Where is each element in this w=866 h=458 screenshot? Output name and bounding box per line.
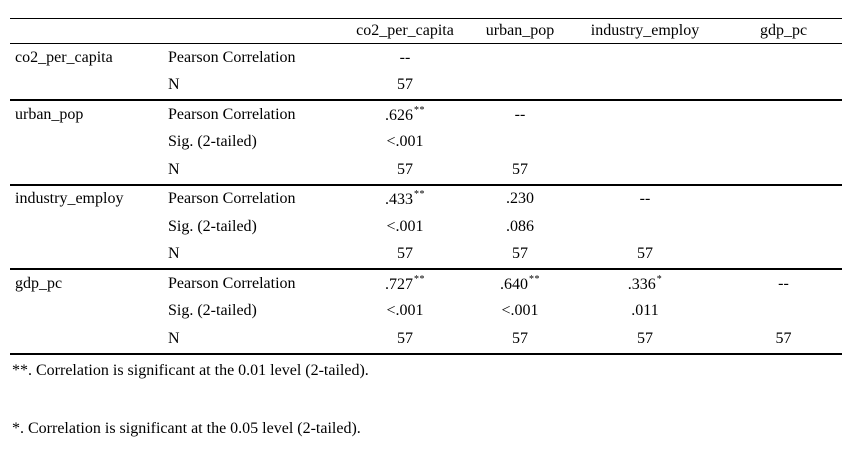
statistic-label: Sig. (2-tailed) xyxy=(168,217,257,235)
table-row: N 57 57 57 xyxy=(10,241,842,269)
variable-block: gdp_pc Pearson Correlation .727** .640** .33… xyxy=(10,268,842,353)
value-cell: 57 xyxy=(565,246,725,262)
table-row: N 57 xyxy=(10,72,842,100)
cell-value: .640 xyxy=(500,275,528,293)
value-cell: <.001 xyxy=(335,134,475,150)
table-row: Sig. (2-tailed) <.001 <.001 .011 xyxy=(10,298,842,326)
significance-stars: ** xyxy=(529,273,540,285)
column-header: industry_employ xyxy=(590,22,700,39)
value-cell: .626** xyxy=(335,104,475,124)
value-cell: -- xyxy=(725,274,842,292)
variable-block: co2_per_capita Pearson Correlation -- N 57 xyxy=(10,44,842,99)
statistic-label: Pearson Correlation xyxy=(168,190,296,208)
value-cell: 57 xyxy=(475,160,565,178)
variable-name: gdp_pc xyxy=(15,274,63,292)
cell-value: <.001 xyxy=(501,302,539,320)
table-row: N 57 57 xyxy=(10,156,842,184)
variable-name: urban_pop xyxy=(15,105,84,123)
table-row: urban_pop Pearson Correlation .626** -- xyxy=(10,101,842,129)
footnote: **. Correlation is significant at the 0.… xyxy=(12,362,369,379)
cell-value: 57 xyxy=(397,329,413,347)
value-cell: .086 xyxy=(475,217,565,235)
table-row: co2_per_capita Pearson Correlation -- xyxy=(10,44,842,72)
cell-value: 57 xyxy=(512,329,528,347)
statistic-label: Pearson Correlation xyxy=(168,105,296,123)
cell-value: -- xyxy=(399,48,411,66)
statistic-label: Sig. (2-tailed) xyxy=(168,133,257,151)
variable-block: urban_pop Pearson Correlation .626** -- Sig.… xyxy=(10,99,842,184)
value-cell: 57 xyxy=(335,329,475,347)
table-row: Sig. (2-tailed) <.001 xyxy=(10,129,842,157)
variable-name: co2_per_capita xyxy=(15,48,113,66)
cell-value: 57 xyxy=(512,245,528,263)
column-header: gdp_pc xyxy=(759,22,808,39)
value-cell: 57 xyxy=(335,77,475,93)
cell-value: .433 xyxy=(385,191,413,209)
significance-stars: ** xyxy=(414,189,425,201)
statistic-label: N xyxy=(168,76,180,94)
statistic-label: N xyxy=(168,329,180,347)
variable-block: industry_employ Pearson Correlation .433**… xyxy=(10,183,842,269)
cell-value: 57 xyxy=(397,160,413,178)
value-cell: 57 xyxy=(335,160,475,178)
variable-name: industry_employ xyxy=(15,190,124,208)
cell-value: -- xyxy=(639,190,651,208)
cell-value: .727 xyxy=(385,275,413,293)
value-cell: 57 xyxy=(565,329,725,347)
value-cell: .230 xyxy=(475,191,565,207)
value-cell: 57 xyxy=(475,246,565,262)
value-cell: 57 xyxy=(725,329,842,347)
table-row: N 57 57 57 57 xyxy=(10,325,842,353)
cell-value: .336 xyxy=(627,275,656,293)
cell-value: <.001 xyxy=(386,133,424,151)
value-cell: .011 xyxy=(565,303,725,319)
statistic-label: Pearson Correlation xyxy=(168,48,296,66)
table-row: gdp_pc Pearson Correlation .727** .640** .33… xyxy=(10,270,842,298)
cell-value: 57 xyxy=(637,329,653,347)
value-cell: <.001 xyxy=(335,303,475,319)
cell-value: 57 xyxy=(512,160,528,178)
cell-value: <.001 xyxy=(386,217,424,235)
cell-value: 57 xyxy=(637,245,653,263)
cell-value: -- xyxy=(778,274,789,292)
table-row: Sig. (2-tailed) <.001 .086 xyxy=(10,213,842,241)
value-cell: .433** xyxy=(335,190,475,208)
cell-value: 57 xyxy=(397,245,413,263)
table-row: industry_employ Pearson Correlation .433**… xyxy=(10,186,842,214)
statistic-label: Sig. (2-tailed) xyxy=(168,302,257,320)
cell-value: -- xyxy=(514,105,526,123)
cell-value: .011 xyxy=(631,302,659,320)
cell-value: 57 xyxy=(397,76,413,94)
value-cell: -- xyxy=(475,105,565,123)
value-cell: -- xyxy=(335,48,475,66)
significance-stars: * xyxy=(656,273,663,285)
value-cell: -- xyxy=(565,191,725,207)
statistic-label: Pearson Correlation xyxy=(168,274,296,292)
header-row: co2_per_capita urban_pop industry_employ gd… xyxy=(10,19,842,44)
value-cell: <.001 xyxy=(475,303,565,319)
value-cell: 57 xyxy=(335,246,475,262)
value-cell: 57 xyxy=(475,329,565,347)
cell-value: .626 xyxy=(385,106,413,124)
significance-stars: ** xyxy=(414,273,425,285)
significance-stars: ** xyxy=(414,104,425,116)
cell-value: .086 xyxy=(506,217,534,235)
value-cell: .640** xyxy=(475,273,565,293)
value-cell: .336* xyxy=(565,273,725,293)
statistic-label: N xyxy=(168,245,180,263)
value-cell: <.001 xyxy=(335,217,475,235)
column-header: co2_per_capita xyxy=(356,22,454,39)
statistic-label: N xyxy=(168,160,180,178)
value-cell: .727** xyxy=(335,273,475,293)
cell-value: <.001 xyxy=(386,302,424,320)
column-header: urban_pop xyxy=(485,22,555,39)
cell-value: .230 xyxy=(506,190,534,208)
cell-value: 57 xyxy=(775,329,792,347)
footnote: *. Correlation is significant at the 0.0… xyxy=(12,420,361,437)
correlation-table: co2_per_capita urban_pop industry_employ gd… xyxy=(10,18,842,355)
